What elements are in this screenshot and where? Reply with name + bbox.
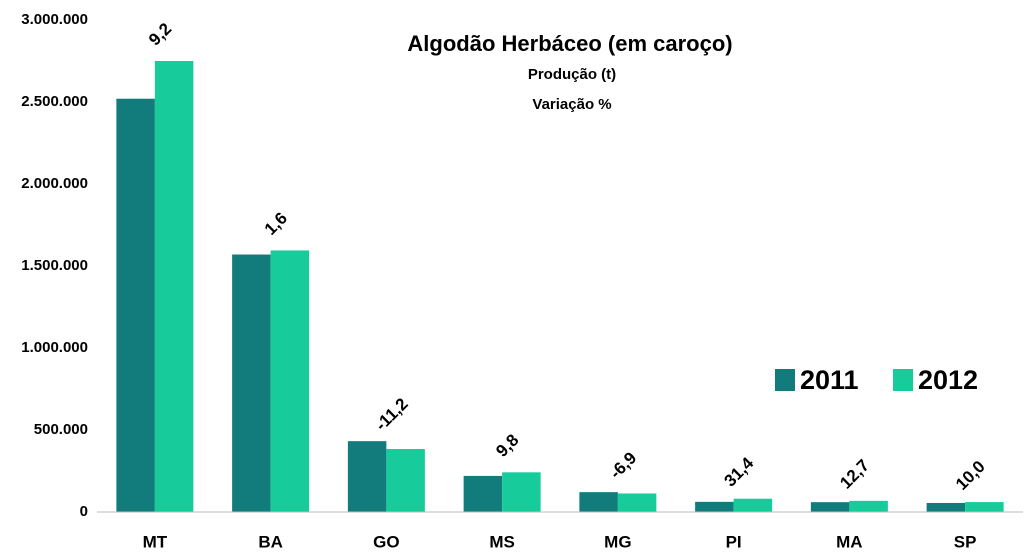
variation-label: 10,0 [952,457,989,494]
chart-annotation: Variação % [532,96,611,113]
x-tick-label: MT [143,532,168,551]
bar [116,98,155,512]
variation-label: -11,2 [372,394,412,434]
legend-swatch [775,369,795,391]
x-tick-label: GO [373,532,399,551]
y-tick-label: 1.000.000 [21,339,88,356]
y-tick-label: 2.000.000 [21,175,88,192]
bar [386,449,425,512]
bar [347,441,387,512]
y-tick-label: 2.500.000 [21,93,88,110]
bar [270,250,310,513]
x-tick-label: MG [604,532,631,551]
legend-label: 2011 [800,365,859,395]
chart-title: Algodão Herbáceo (em caroço) [407,31,732,56]
variation-label: 1,6 [261,209,291,239]
bar [579,492,618,512]
bar [849,500,888,512]
y-tick-label: 500.000 [34,421,88,438]
y-tick-label: 3.000.000 [21,11,88,28]
x-tick-label: BA [258,532,283,551]
bar [965,502,1004,512]
variation-label: 9,2 [145,19,175,49]
bar [617,493,657,512]
bar [810,502,850,512]
x-tick-label: MS [489,532,515,551]
bar [502,472,541,512]
legend-swatch [893,369,913,391]
variation-label: 31,4 [720,453,757,490]
y-tick-label: 1.500.000 [21,257,88,274]
x-tick-label: MA [836,532,862,551]
bar [926,502,966,512]
bar [695,501,734,512]
x-tick-label: PI [726,532,742,551]
bar [154,61,194,512]
bar [463,475,503,512]
bar [733,498,773,512]
y-tick-label: 0 [80,503,88,520]
bar [232,254,271,512]
variation-label: 12,7 [836,456,873,493]
x-tick-label: SP [954,532,977,551]
variation-label: -6,9 [606,448,640,482]
legend-label: 2012 [918,365,978,395]
chart-subtitle: Produção (t) [528,66,616,83]
variation-label: 9,8 [492,431,522,461]
